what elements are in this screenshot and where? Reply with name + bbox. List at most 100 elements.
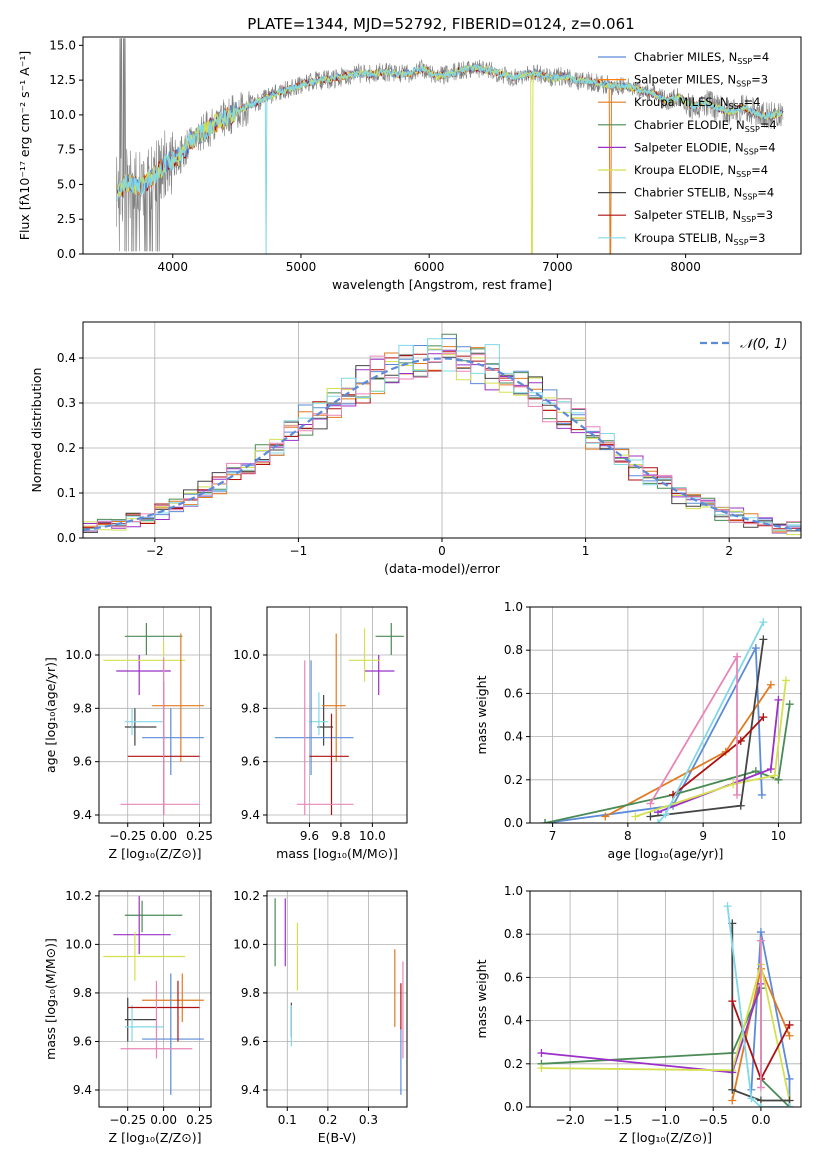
x-axis-label: (data-model)/error: [384, 561, 501, 576]
y-tick-label: 9.8: [241, 701, 260, 715]
y-axis-label: mass weight: [474, 959, 489, 1038]
weight-marker: [723, 902, 732, 911]
x-tick-label: 7000: [542, 260, 573, 274]
weight-marker: [646, 812, 655, 821]
x-axis-label: mass [log₁₀(M/M⊙)]: [276, 846, 398, 861]
y-tick-label: 5.0: [57, 177, 76, 191]
y-tick-label: 10.0: [49, 108, 76, 122]
weight-marker: [729, 780, 738, 789]
legend-label: Kroupa ELODIE, NSSP=4: [634, 163, 768, 179]
weight-marker: [781, 676, 790, 685]
normal-curve: [83, 357, 801, 532]
x-tick-label: 10.0: [359, 829, 386, 843]
x-tick-label: 8000: [670, 260, 701, 274]
y-tick-label: 0.8: [504, 643, 523, 657]
y-tick-label: 0.6: [504, 686, 523, 700]
x-tick-label: 6000: [414, 260, 445, 274]
weight-line: [635, 680, 787, 818]
x-tick-label: 4000: [157, 260, 188, 274]
weight-marker: [756, 928, 765, 937]
y-axis-label: Flux [fλ10⁻¹⁷ erg cm⁻² s⁻¹ A⁻¹]: [17, 51, 32, 240]
y-tick-label: 1.0: [504, 884, 523, 898]
plot-area: [116, 38, 784, 254]
x-tick-label: 9.6: [300, 829, 319, 843]
weight-marker: [747, 1094, 756, 1103]
weight-marker: [759, 618, 768, 627]
y-tick-label: 0.0: [504, 816, 523, 830]
x-axis-label: Z [log₁₀(Z/Z⊙)]: [109, 846, 202, 861]
y-tick-label: 10.2: [65, 889, 92, 903]
panel-mass-vs-ebv: 0.1 0.2 0.3 9.4 9.6 9.8 10.0 10.2 E(B-V): [233, 889, 408, 1145]
panel-spectrum: 4000 5000 6000 7000 8000 0.0 2.5 5.0 7.5 10.0 12.5…: [17, 36, 802, 292]
y-tick-label: 9.8: [73, 701, 92, 715]
legend-label: Chabrier MILES, NSSP=4: [634, 50, 769, 66]
x-tick-label: 10: [771, 829, 786, 843]
x-tick-label: −1.5: [603, 1113, 632, 1127]
x-tick-label: 0.0: [751, 1113, 770, 1127]
y-tick-label: 1.0: [504, 600, 523, 614]
plot-area: [541, 618, 794, 823]
x-axis-label: E(B-V): [318, 1130, 357, 1145]
weight-marker: [756, 1083, 765, 1092]
x-tick-label: 0.00: [150, 829, 177, 843]
weight-marker: [756, 1103, 765, 1107]
y-tick-label: 9.8: [241, 986, 260, 1000]
panel-age-vs-mass: 9.6 9.8 10.0 9.4 9.6 9.8 10.0 mass [log₁₀(M/M⊙)…: [233, 606, 408, 861]
y-tick-label: 12.5: [49, 73, 76, 87]
x-axis-label: Z [log₁₀(Z/Z⊙)]: [109, 1130, 202, 1145]
weight-marker: [541, 819, 550, 823]
y-tick-label: 15.0: [49, 38, 76, 52]
x-tick-label: 0.25: [186, 829, 213, 843]
x-tick-label: −0.25: [109, 829, 146, 843]
y-tick-label: 10.0: [65, 937, 92, 951]
x-axis-label: wavelength [Angstrom, rest frame]: [332, 277, 552, 292]
weight-marker: [785, 1031, 794, 1040]
weight-marker: [785, 1103, 794, 1107]
plot-area: [537, 902, 794, 1107]
x-tick-label: −0.25: [109, 1113, 146, 1127]
weight-marker: [774, 775, 783, 784]
model-spectrum: [117, 64, 784, 254]
weight-marker: [736, 736, 745, 745]
plot-area: [83, 333, 801, 536]
axes-frame: [529, 606, 802, 824]
legend-label: Salpeter MILES, NSSP=3: [634, 73, 768, 89]
weight-marker: [757, 790, 766, 799]
weight-line: [541, 983, 762, 1074]
x-tick-label: 0.00: [150, 1113, 177, 1127]
residual-histogram: [83, 353, 801, 534]
model-spectrum: [117, 62, 784, 254]
weight-marker: [785, 1074, 794, 1083]
axes-frame: [82, 36, 802, 255]
weight-marker: [759, 635, 768, 644]
x-tick-label: 8: [624, 829, 632, 843]
x-tick-label: 5000: [286, 260, 317, 274]
y-tick-label: 0.2: [57, 441, 76, 455]
x-axis-label: Z [log₁₀(Z/Z⊙)]: [619, 1130, 712, 1145]
y-tick-label: 9.6: [241, 755, 260, 769]
y-tick-label: 9.8: [73, 986, 92, 1000]
weight-marker: [770, 771, 779, 780]
weight-line: [649, 653, 738, 805]
weight-line: [750, 931, 791, 1107]
y-tick-label: 0.1: [57, 486, 76, 500]
x-tick-label: −0.5: [699, 1113, 728, 1127]
legend-label: Salpeter ELODIE, NSSP=4: [634, 140, 776, 156]
weight-marker: [785, 700, 794, 709]
x-tick-label: 0.25: [186, 1113, 213, 1127]
weight-marker: [646, 799, 655, 808]
y-tick-label: 2.5: [57, 212, 76, 226]
axes-frame: [266, 890, 408, 1108]
x-tick-label: 9: [699, 829, 707, 843]
legend-label: Salpeter STELIB, NSSP=3: [634, 208, 773, 224]
y-axis-label: mass [log₁₀(M/M⊙)]: [43, 938, 58, 1060]
panel-weight-vs-Z: −2.0 −1.5 −1.0 −0.5 0.0 0.0 0.2 0.4 0.6 0.8 1.0 Z […: [474, 884, 802, 1145]
y-tick-label: 0.0: [57, 531, 76, 545]
y-tick-label: 9.6: [241, 1034, 260, 1048]
y-tick-label: 9.4: [241, 808, 260, 822]
y-tick-label: 0.8: [504, 927, 523, 941]
y-tick-label: 9.4: [241, 1083, 260, 1097]
panel-residuals: −2 −1 0 1 2 0.0 0.1 0.2 0.3 0.4 (data-model)/error…: [29, 321, 802, 576]
panel-mass-vs-Z: −0.25 0.00 0.25 9.4 9.6 9.8 10.0 10.2 Z [log₁₀(Z…: [43, 889, 213, 1145]
